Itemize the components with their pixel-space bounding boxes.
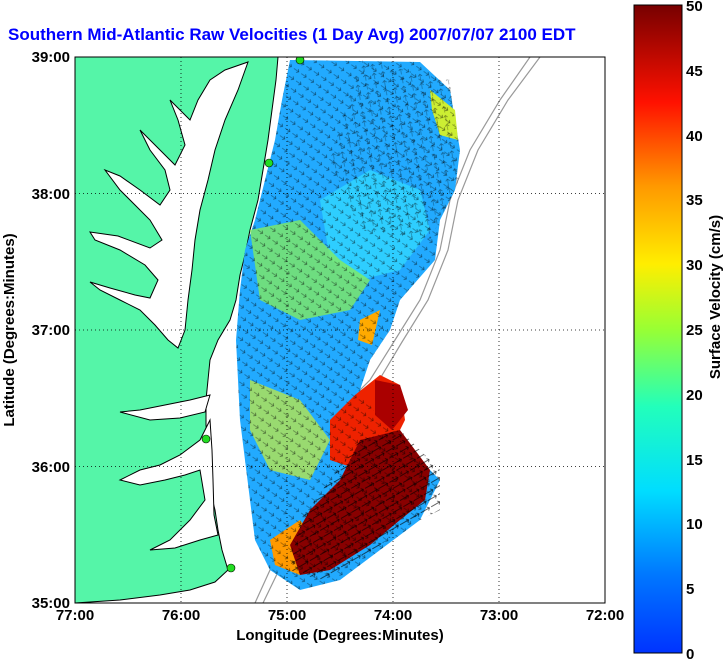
lat-tick-labels: 39:00 38:00 37:00 36:00 35:00 [32, 49, 70, 612]
colorbar-tick-label: 45 [686, 63, 703, 80]
lat-tick-label: 35:00 [32, 595, 70, 612]
albemarle-sound [119, 394, 211, 421]
grid-lines [75, 57, 605, 603]
lat-tick-label: 39:00 [32, 49, 70, 66]
y-axis-label: Latitude (Degrees:Minutes) [1, 233, 18, 426]
lat-tick-label: 36:00 [32, 459, 70, 476]
velocity-field-darkred [375, 380, 408, 430]
colorbar-tick-label: 50 [686, 0, 703, 15]
lon-tick-label: 72:00 [586, 607, 624, 624]
radar-station [264, 158, 274, 168]
colorbar: 50 45 40 35 30 25 20 15 10 5 0 Surface V… [633, 0, 724, 659]
colorbar-tick-label: 10 [686, 516, 703, 533]
lat-tick-label: 38:00 [32, 186, 70, 203]
velocity-arrows [290, 430, 440, 580]
x-axis-label: Longitude (Degrees:Minutes) [236, 627, 444, 644]
lon-tick-labels: 77:00 76:00 75:00 74:00 73:00 72:00 [56, 607, 624, 624]
lat-tick-label: 37:00 [32, 322, 70, 339]
colorbar-tick-label: 25 [686, 322, 703, 339]
radar-station [201, 434, 211, 444]
colorbar-tick-label: 0 [686, 646, 694, 659]
chesapeake-bay [89, 61, 249, 349]
colorbar-label: Surface Velocity (cm/s) [707, 215, 724, 379]
radar-station [295, 57, 305, 65]
colorbar-tick-label: 40 [686, 128, 703, 145]
map-plot-area [74, 56, 606, 604]
colorbar-tick-label: 5 [686, 581, 694, 598]
lon-tick-label: 76:00 [162, 607, 200, 624]
plot-frame [74, 56, 606, 604]
colorbar-ticks: 50 45 40 35 30 25 20 15 10 5 0 [686, 0, 703, 659]
lon-tick-label: 77:00 [56, 607, 94, 624]
lon-tick-label: 75:00 [268, 607, 306, 624]
colorbar-tick-label: 35 [686, 192, 703, 209]
lon-tick-label: 74:00 [374, 607, 412, 624]
colorbar-gradient [633, 4, 683, 654]
pamlico-sound [118, 418, 219, 551]
velocity-arrows [330, 60, 460, 240]
radar-station [226, 563, 236, 573]
map-title: Southern Mid-Atlantic Raw Velocities (1 … [8, 25, 576, 44]
colorbar-tick-label: 20 [686, 387, 703, 404]
colorbar-tick-label: 15 [686, 452, 703, 469]
lon-tick-label: 73:00 [480, 607, 518, 624]
colorbar-tick-label: 30 [686, 257, 703, 274]
